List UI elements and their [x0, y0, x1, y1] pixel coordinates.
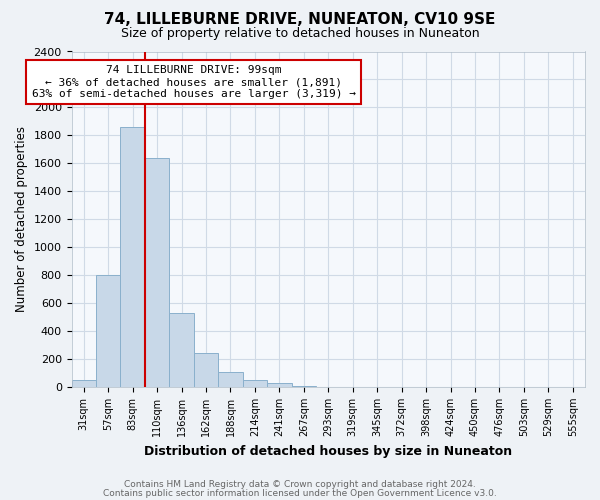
Text: Size of property relative to detached houses in Nuneaton: Size of property relative to detached ho…: [121, 28, 479, 40]
Bar: [169, 313, 194, 387]
Text: Contains public sector information licensed under the Open Government Licence v3: Contains public sector information licen…: [103, 488, 497, 498]
Bar: [71, 380, 96, 387]
Text: 74 LILLEBURNE DRIVE: 99sqm
← 36% of detached houses are smaller (1,891)
63% of s: 74 LILLEBURNE DRIVE: 99sqm ← 36% of deta…: [32, 66, 356, 98]
Bar: [242, 380, 267, 387]
Bar: [194, 354, 218, 387]
Bar: [292, 386, 316, 387]
Text: 74, LILLEBURNE DRIVE, NUNEATON, CV10 9SE: 74, LILLEBURNE DRIVE, NUNEATON, CV10 9SE: [104, 12, 496, 28]
Bar: [218, 372, 242, 387]
Y-axis label: Number of detached properties: Number of detached properties: [15, 126, 28, 312]
X-axis label: Distribution of detached houses by size in Nuneaton: Distribution of detached houses by size …: [144, 444, 512, 458]
Bar: [145, 158, 169, 387]
Bar: [96, 275, 121, 387]
Text: Contains HM Land Registry data © Crown copyright and database right 2024.: Contains HM Land Registry data © Crown c…: [124, 480, 476, 489]
Bar: [121, 127, 145, 387]
Bar: [267, 383, 292, 387]
